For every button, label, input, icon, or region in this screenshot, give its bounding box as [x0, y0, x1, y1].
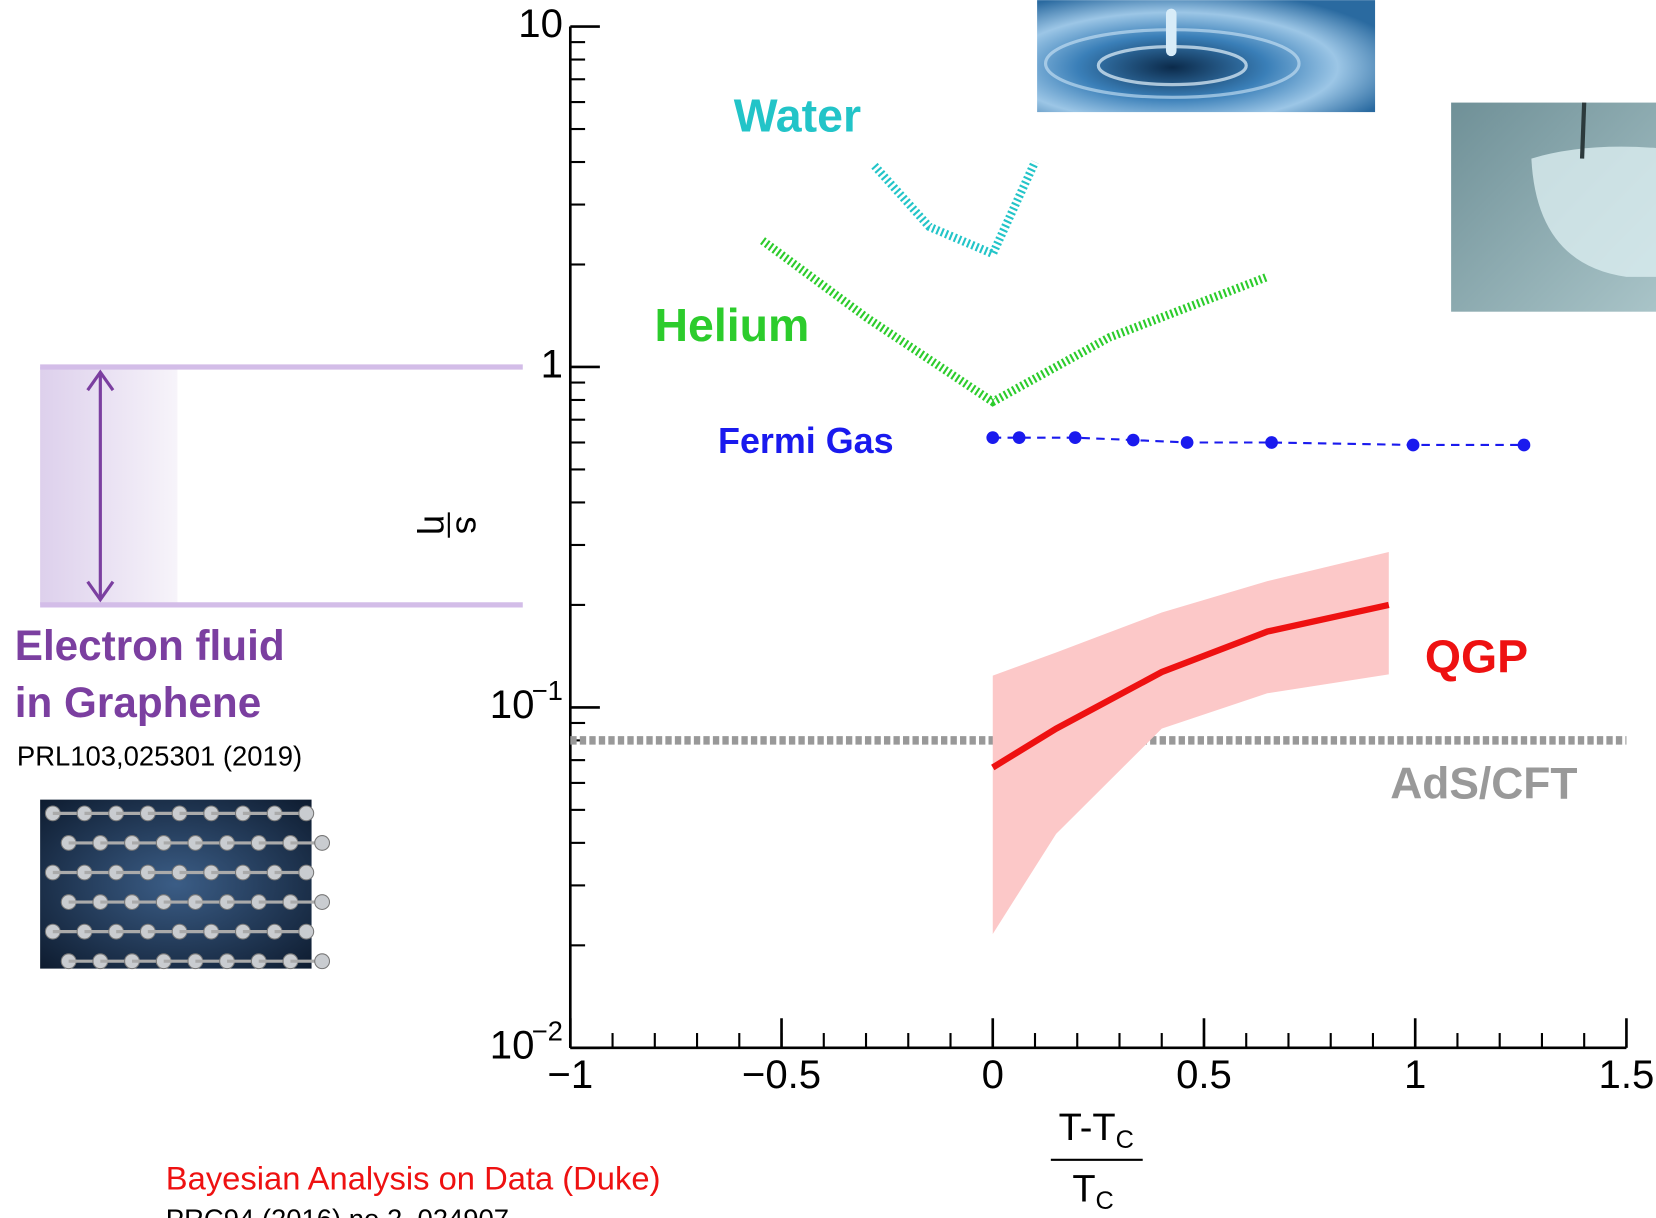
graphene-atom	[299, 865, 314, 880]
y-label-denominator: s	[448, 516, 488, 534]
series-line	[874, 162, 1035, 254]
reference-label: AdS/CFT	[1390, 760, 1577, 809]
graphene-image	[40, 800, 329, 969]
x-tick-label: −0.5	[742, 1052, 821, 1097]
data-point	[1127, 434, 1140, 447]
graphene-atom	[315, 954, 330, 969]
series-label: Helium	[654, 299, 809, 351]
x-label-numerator: T-TC	[1059, 1107, 1134, 1153]
y-tick-label: 1	[541, 342, 563, 387]
graphene-atom	[299, 924, 314, 939]
series-label: Water	[734, 90, 861, 142]
data-point	[1518, 439, 1531, 452]
x-tick-label: 0	[982, 1052, 1004, 1097]
series-label: Fermi Gas	[718, 421, 894, 461]
x-tick-label: −1	[547, 1052, 593, 1097]
electron-fluid-label: in Graphene	[15, 679, 261, 726]
graphene-atom	[315, 836, 330, 851]
y-tick-exponent: −2	[532, 1015, 563, 1046]
x-label-sub: C	[1096, 1187, 1114, 1215]
y-tick-exponent: −1	[532, 675, 563, 706]
y-tick-label: 10	[518, 1, 563, 46]
graphene-atom	[315, 895, 330, 910]
footnote-reference: PRC94 (2016) no.2, 024907	[166, 1203, 509, 1218]
electron-fluid-band	[40, 367, 177, 605]
data-point	[1069, 431, 1082, 444]
graphene-atom	[299, 806, 314, 821]
x-label-sub: C	[1116, 1125, 1134, 1153]
x-label-denominator: TC	[1072, 1168, 1114, 1214]
water-image	[1037, 0, 1375, 112]
series-label: QGP	[1425, 630, 1528, 682]
data-point	[1013, 431, 1026, 444]
data-point	[1407, 439, 1420, 452]
x-tick-label: 1	[1404, 1052, 1426, 1097]
x-label-part: T	[1072, 1168, 1095, 1210]
data-point	[986, 431, 999, 444]
y-tick-label: 10	[490, 1022, 535, 1067]
chart: Electron fluid in Graphene PRL103,025301 (…	[0, 0, 1656, 1218]
footnote-title: Bayesian Analysis on Data (Duke)	[166, 1160, 661, 1197]
reference: PRL103,025301 (2019)	[17, 741, 302, 772]
glass-image	[1451, 103, 1656, 312]
series-line	[763, 241, 1268, 402]
x-tick-label: 0.5	[1176, 1052, 1232, 1097]
x-label-part: T-T	[1059, 1107, 1116, 1149]
electron-fluid-label: Electron fluid	[15, 622, 285, 669]
data-point	[1181, 436, 1194, 449]
x-tick-label: 1.5	[1599, 1052, 1655, 1097]
y-label: ηs	[417, 512, 489, 537]
data-point	[1265, 436, 1278, 449]
y-tick-label: 10	[490, 682, 535, 727]
